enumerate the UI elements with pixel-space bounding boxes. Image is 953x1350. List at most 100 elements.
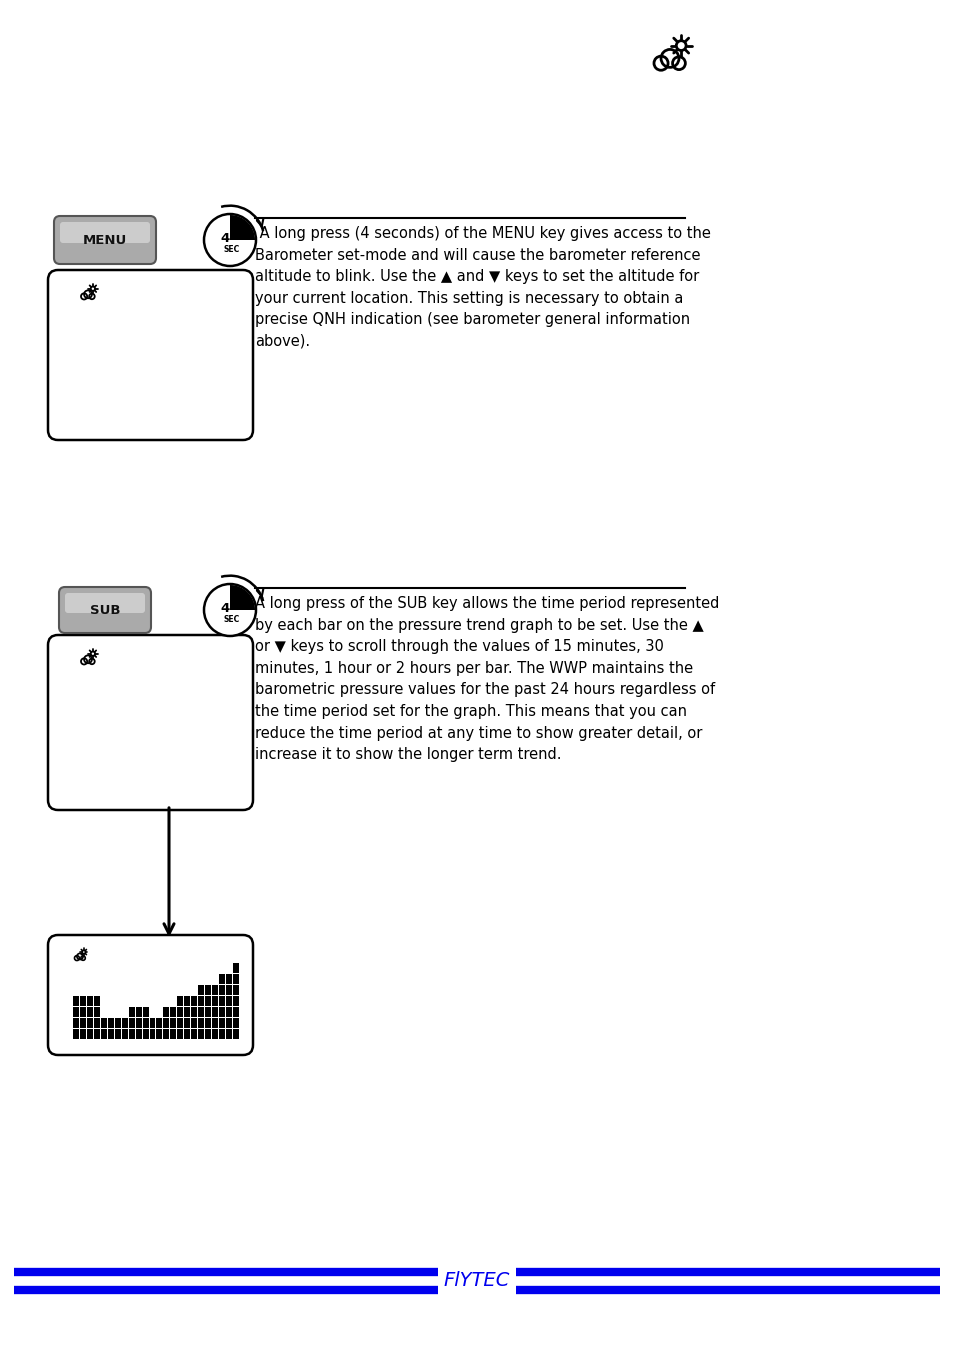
Bar [108,1018,113,1027]
Text: A long press (4 seconds) of the MENU key gives access to the
Barometer set-mode : A long press (4 seconds) of the MENU key… [254,225,710,350]
Bar [150,1029,155,1040]
Bar [205,1029,211,1040]
Circle shape [204,585,255,636]
Bar [233,1018,239,1027]
Bar [212,1029,218,1040]
Bar [163,1029,170,1040]
Bar [192,1007,197,1017]
Bar [80,1018,86,1027]
Text: A long press of the SUB key allows the time period represented
by each bar on th: A long press of the SUB key allows the t… [254,595,719,763]
Bar [80,1029,86,1040]
Bar [171,1029,176,1040]
Bar [226,1029,232,1040]
Bar [142,1018,149,1027]
Bar [184,1018,190,1027]
Bar [205,996,211,1006]
Bar [184,1007,190,1017]
Bar [171,1007,176,1017]
Bar [198,1007,204,1017]
Bar [156,1029,162,1040]
FancyBboxPatch shape [60,221,150,243]
Bar [93,1029,100,1040]
Bar [212,986,218,995]
Bar [129,1018,134,1027]
Bar [122,1018,128,1027]
Bar [80,1007,86,1017]
Text: MENU: MENU [83,234,127,247]
Bar [219,1018,225,1027]
Text: FlYTEC: FlYTEC [443,1272,510,1291]
Circle shape [204,215,255,266]
Bar [135,1029,141,1040]
FancyBboxPatch shape [48,270,253,440]
Bar [198,996,204,1006]
Bar [163,1018,170,1027]
Bar [226,996,232,1006]
Bar [226,973,232,984]
Bar [226,986,232,995]
Bar [198,1029,204,1040]
Bar [233,1007,239,1017]
Bar [177,1018,183,1027]
Bar [177,1007,183,1017]
Bar [192,1018,197,1027]
Bar [233,1029,239,1040]
Bar [135,1018,141,1027]
Bar [135,1007,141,1017]
Bar [87,1018,92,1027]
Bar [233,973,239,984]
Bar [150,1018,155,1027]
Wedge shape [230,215,254,240]
Bar [101,1029,107,1040]
Bar [114,1018,121,1027]
Bar [129,1029,134,1040]
Bar [212,1007,218,1017]
Bar [226,1007,232,1017]
Bar [93,996,100,1006]
Bar [198,1018,204,1027]
Text: 4: 4 [220,602,230,614]
Bar [184,996,190,1006]
Bar [219,986,225,995]
Bar [129,1007,134,1017]
Bar [233,986,239,995]
Bar [108,1029,113,1040]
Bar [171,1018,176,1027]
FancyBboxPatch shape [48,634,253,810]
Bar [122,1029,128,1040]
Bar [212,996,218,1006]
Bar [233,963,239,973]
Bar [233,996,239,1006]
Bar [80,996,86,1006]
Bar [219,1007,225,1017]
Bar [93,1007,100,1017]
FancyBboxPatch shape [59,587,151,633]
Bar [163,1007,170,1017]
Bar [192,996,197,1006]
Bar [73,1029,79,1040]
Bar [198,986,204,995]
Bar [226,1018,232,1027]
Wedge shape [230,585,254,610]
Bar [73,1007,79,1017]
Bar [142,1029,149,1040]
FancyBboxPatch shape [48,936,253,1054]
Text: SEC: SEC [224,244,240,254]
Bar [93,1018,100,1027]
Bar [177,1029,183,1040]
Bar [219,1029,225,1040]
Text: SEC: SEC [224,614,240,624]
Bar [205,1018,211,1027]
Bar [177,996,183,1006]
Bar [114,1029,121,1040]
Bar [73,1018,79,1027]
Bar [219,996,225,1006]
Bar [87,1007,92,1017]
Bar [192,1029,197,1040]
FancyBboxPatch shape [54,216,156,265]
Bar [156,1018,162,1027]
Bar [184,1029,190,1040]
Bar [212,1018,218,1027]
Bar [219,973,225,984]
Bar [87,1029,92,1040]
